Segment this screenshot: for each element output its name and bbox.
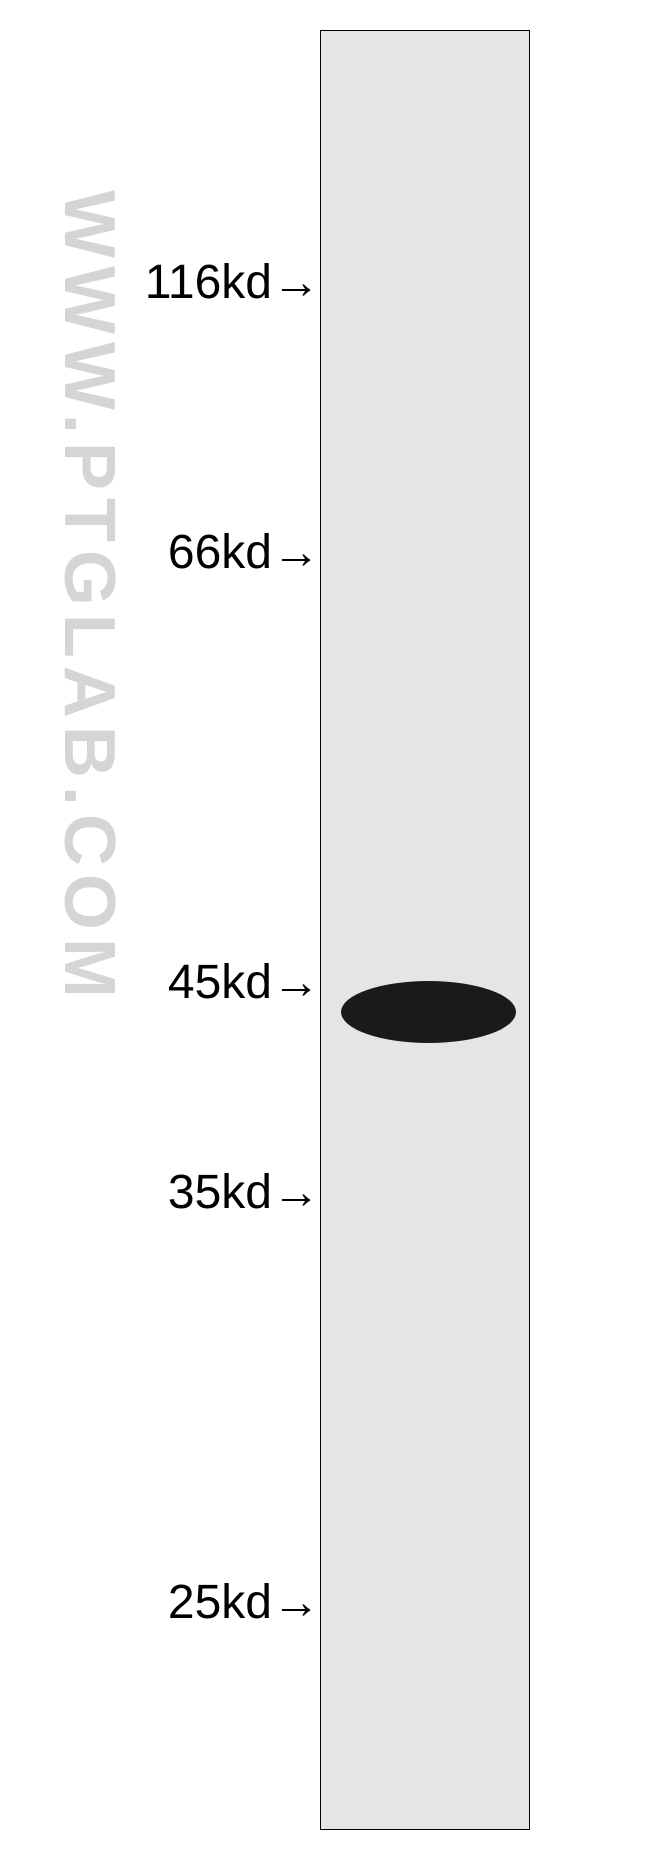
marker-label: 66kd→ <box>168 525 320 580</box>
marker-label: 35kd→ <box>168 1165 320 1220</box>
marker-label: 45kd→ <box>168 955 320 1010</box>
blot-lane <box>320 30 530 1830</box>
marker-label: 116kd→ <box>145 255 320 310</box>
protein-band <box>341 981 516 1043</box>
watermark-text: WWW.PTGLAB.COM <box>48 190 130 1006</box>
blot-figure: WWW.PTGLAB.COM 116kd→ 66kd→ 45kd→ 35kd→ 25kd… <box>0 0 650 1855</box>
marker-label: 25kd→ <box>168 1575 320 1630</box>
